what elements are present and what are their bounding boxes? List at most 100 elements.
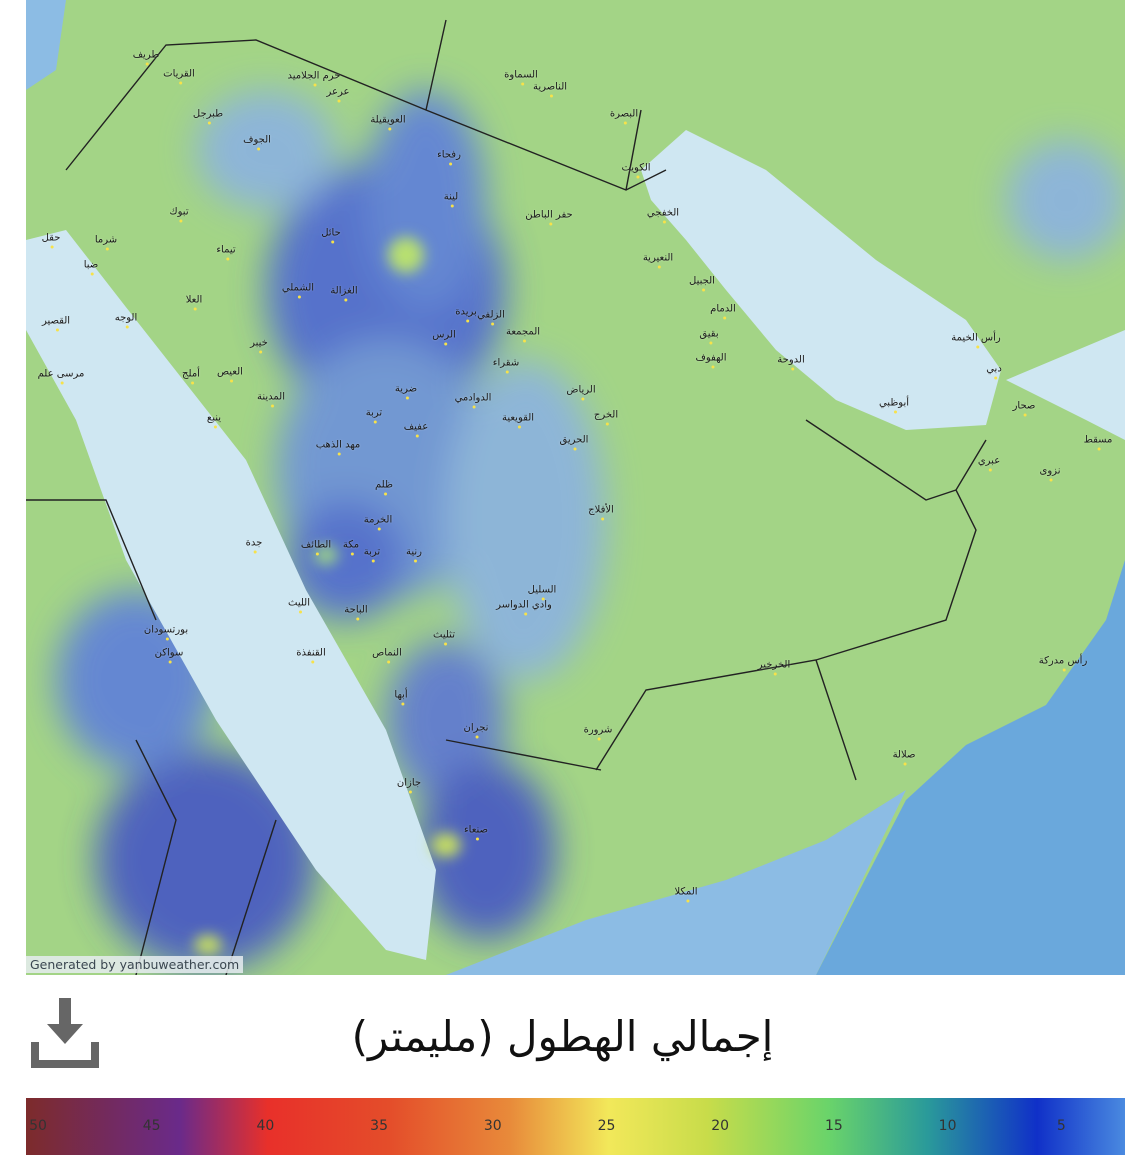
city-label: الرس <box>432 329 456 346</box>
download-icon <box>31 998 99 1068</box>
city-label: شرورة <box>583 724 613 741</box>
city-label: الخرج <box>593 409 619 426</box>
city-label: مكة <box>342 539 360 556</box>
gulf-of-aden <box>446 790 906 975</box>
city-label: أملج <box>182 368 200 385</box>
city-label: الدوحة <box>777 354 805 371</box>
legend-title: إجمالي الهطول (مليمتر) <box>351 1012 774 1061</box>
city-label: مسقط <box>1083 434 1113 451</box>
city-label: الدمام <box>710 303 736 320</box>
scale-tick: 25 <box>597 1118 616 1134</box>
map-graphic <box>26 0 1125 975</box>
city-label: الهفوف <box>695 352 727 369</box>
borders <box>26 19 987 975</box>
city-label: لينة <box>443 191 459 208</box>
color-scale-bar: 50 45 40 35 30 25 20 15 10 5 <box>26 1098 1125 1155</box>
sea-layer <box>26 0 1125 975</box>
city-label: القصير <box>41 315 71 332</box>
city-label: العلا <box>185 294 203 311</box>
city-label: شرما <box>94 234 118 251</box>
city-label: الحريق <box>559 434 589 451</box>
city-label: الخرخير <box>757 659 791 676</box>
city-label: تربة <box>363 546 381 563</box>
city-label: سواكن <box>154 647 184 664</box>
city-label: الشملي <box>281 282 315 299</box>
city-label: السليل <box>527 584 557 601</box>
city-label: الدوادمي <box>454 392 492 409</box>
city-label: الجوف <box>243 134 271 151</box>
city-label: حقل <box>41 232 61 249</box>
city-label: الأفلاج <box>588 504 614 521</box>
city-label: مرسى علم <box>37 368 85 385</box>
city-label: الغزالة <box>330 285 358 302</box>
city-label: بقيق <box>699 328 719 345</box>
city-label: صنعاء <box>463 824 489 841</box>
scale-tick: 20 <box>711 1118 730 1134</box>
scale-tick: 40 <box>256 1118 275 1134</box>
city-label: تربة <box>365 407 383 424</box>
rainfall-map[interactable]: الرياض الخرج الحريق الأفلاج بريدة الرس المجمعة… <box>26 0 1125 975</box>
city-label: أبها <box>394 689 408 706</box>
city-label: القريات <box>163 68 195 85</box>
city-label: حرم الجلاميد <box>287 70 341 87</box>
city-label: القنفذة <box>296 647 326 664</box>
city-label: الطائف <box>300 539 332 556</box>
city-label: صلالة <box>892 749 916 766</box>
city-label: مهد الذهب <box>315 439 361 456</box>
city-label: الزلفي <box>477 309 505 326</box>
scale-tick: 15 <box>824 1118 843 1134</box>
city-label: الخفجي <box>646 207 680 224</box>
city-label: الناصرية <box>532 81 568 98</box>
credit-watermark: Generated by yanbuweather.com <box>26 956 244 973</box>
download-button[interactable] <box>30 998 100 1070</box>
city-label: طريف <box>132 49 160 66</box>
city-label: الجبيل <box>689 275 715 292</box>
city-label: عبري <box>977 455 1001 472</box>
city-label: وادي الدواسر <box>496 599 552 616</box>
city-label: حفر الباطن <box>525 209 573 226</box>
city-label: الكويت <box>621 162 651 179</box>
city-label: ينبع <box>206 412 222 429</box>
city-label: بريدة <box>455 306 477 323</box>
city-label: ظلم <box>375 479 393 496</box>
city-label: عرعر <box>326 86 350 103</box>
city-label: حائل <box>321 227 341 244</box>
city-label: الرياض <box>566 384 596 401</box>
scale-tick: 45 <box>142 1118 161 1134</box>
city-label: النعيرية <box>642 252 674 269</box>
city-label: المدينة <box>256 391 286 408</box>
city-label: النماص <box>372 647 402 664</box>
city-label: صحار <box>1012 400 1036 417</box>
city-label: بورتسودان <box>143 624 189 641</box>
arabian-sea <box>816 560 1125 975</box>
scale-tick: 5 <box>1056 1118 1066 1134</box>
scale-tick: 30 <box>483 1118 502 1134</box>
city-label: تبوك <box>169 206 189 223</box>
city-label: رنية <box>406 546 422 563</box>
city-label: شقراء <box>492 357 520 374</box>
red-sea <box>26 230 436 960</box>
city-label: نزوى <box>1039 465 1061 482</box>
city-label: جدة <box>245 537 263 554</box>
city-label: أبوظبي <box>878 397 910 414</box>
scale-tick: 35 <box>370 1118 389 1134</box>
city-label: رأس مدركة <box>1038 655 1088 672</box>
heavy-rain-spots <box>194 237 461 955</box>
city-label: طبرجل <box>192 108 224 125</box>
city-label: القويعية <box>501 412 535 429</box>
city-label: المجمعة <box>505 326 541 343</box>
city-label: عفيف <box>403 421 429 438</box>
city-label: ضرية <box>394 383 418 400</box>
city-label: الباحة <box>344 604 368 621</box>
city-label: رفحاء <box>437 149 461 166</box>
city-label: دبي <box>986 363 1002 380</box>
city-label: الوجه <box>114 312 138 329</box>
city-label: ضبا <box>83 259 99 276</box>
city-label: تثليث <box>433 629 455 646</box>
city-label: خيبر <box>250 337 268 354</box>
city-label: تيماء <box>216 244 236 261</box>
city-label: نجران <box>463 722 489 739</box>
city-label: البصرة <box>609 108 639 125</box>
city-label: الليث <box>288 597 310 614</box>
city-label: الخرمة <box>363 514 393 531</box>
